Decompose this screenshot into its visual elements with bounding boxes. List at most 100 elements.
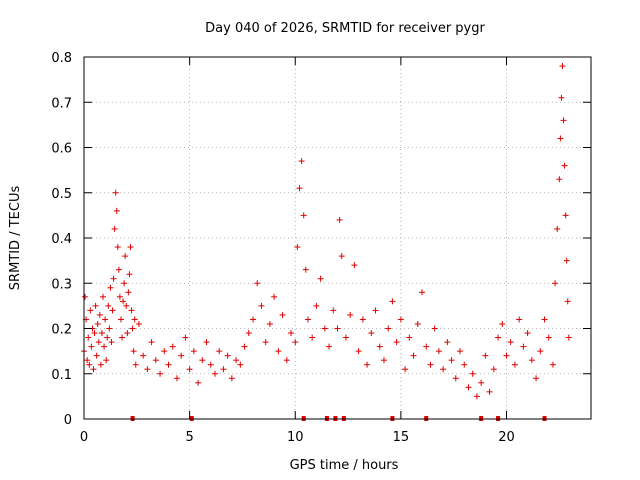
data-point xyxy=(123,302,130,309)
y-tick-label: 0.8 xyxy=(51,51,72,66)
data-point xyxy=(98,330,105,337)
x-tick-label: 15 xyxy=(393,430,410,445)
x-tick-label: 0 xyxy=(80,430,88,445)
ticks-layer xyxy=(83,56,591,420)
data-point xyxy=(203,339,210,346)
data-point xyxy=(444,339,451,346)
data-point xyxy=(169,343,176,350)
data-point xyxy=(107,284,114,291)
data-point xyxy=(389,298,396,305)
data-point xyxy=(440,366,447,373)
data-point xyxy=(469,370,476,377)
data-point xyxy=(524,330,531,337)
data-point xyxy=(355,348,362,355)
data-point xyxy=(565,334,572,341)
data-point xyxy=(554,225,561,232)
data-point xyxy=(258,302,265,309)
data-point xyxy=(182,334,189,341)
data-point xyxy=(557,135,564,142)
data-point xyxy=(94,320,101,327)
data-point xyxy=(126,271,133,278)
data-point xyxy=(144,366,151,373)
y-axis-label: SRMTID / TECUs xyxy=(8,186,23,291)
data-point xyxy=(533,375,540,382)
x-tick-label: 20 xyxy=(498,430,515,445)
data-point xyxy=(135,320,142,327)
data-point xyxy=(402,366,409,373)
data-point xyxy=(106,325,113,332)
data-point xyxy=(109,307,116,314)
data-point xyxy=(127,244,134,251)
data-point xyxy=(88,343,95,350)
data-point xyxy=(499,320,506,327)
data-point xyxy=(364,361,371,368)
data-point xyxy=(119,334,126,341)
data-point xyxy=(296,185,303,192)
data-point xyxy=(380,357,387,364)
data-point xyxy=(101,343,108,350)
data-point xyxy=(406,334,413,341)
data-point xyxy=(207,361,214,368)
data-point xyxy=(262,339,269,346)
data-point xyxy=(528,357,535,364)
data-point xyxy=(414,320,421,327)
y-tick-label: 0.3 xyxy=(51,277,72,292)
data-point xyxy=(161,348,168,355)
data-point xyxy=(100,293,107,300)
data-point xyxy=(435,348,442,355)
data-point xyxy=(245,330,252,337)
data-point xyxy=(91,330,98,337)
data-point xyxy=(279,311,286,318)
data-point xyxy=(563,257,570,264)
data-point xyxy=(549,361,556,368)
data-point xyxy=(120,298,127,305)
data-point xyxy=(283,357,290,364)
data-point xyxy=(96,311,103,318)
data-point xyxy=(545,334,552,341)
data-point xyxy=(368,330,375,337)
data-point xyxy=(173,375,180,382)
data-point xyxy=(520,343,527,350)
data-point xyxy=(294,244,301,251)
data-point xyxy=(393,339,400,346)
points-layer xyxy=(81,63,572,400)
data-point xyxy=(233,357,240,364)
data-point xyxy=(124,330,131,337)
data-point xyxy=(495,334,502,341)
data-point xyxy=(397,316,404,323)
data-point xyxy=(128,307,135,314)
data-point xyxy=(351,262,358,269)
data-point xyxy=(309,334,316,341)
tick-labels-layer: 0 0.1 0.2 0.3 0.4 0.5 0.6 0.7 0.8 0 5 10 15 20 xyxy=(51,51,514,445)
data-point xyxy=(152,357,159,364)
data-point xyxy=(423,343,430,350)
data-point xyxy=(552,280,559,287)
data-point xyxy=(562,212,569,219)
data-point xyxy=(95,339,102,346)
data-point xyxy=(342,334,349,341)
y-tick-label: 0.5 xyxy=(51,187,72,202)
data-point xyxy=(93,352,100,359)
data-point xyxy=(304,316,311,323)
data-point xyxy=(104,334,111,341)
x-axis-label: GPS time / hours xyxy=(290,458,399,473)
data-point xyxy=(288,330,295,337)
data-point xyxy=(112,189,119,196)
data-point xyxy=(275,348,282,355)
data-point xyxy=(321,325,328,332)
data-point xyxy=(103,357,110,364)
y-tick-label: 0.6 xyxy=(51,142,72,157)
y-tick-label: 0.1 xyxy=(51,368,72,383)
data-point xyxy=(461,361,468,368)
data-point xyxy=(113,207,120,214)
data-point xyxy=(114,244,121,251)
data-point xyxy=(559,63,566,70)
data-point xyxy=(195,379,202,386)
data-point xyxy=(148,339,155,346)
data-point xyxy=(473,393,480,400)
data-point xyxy=(85,334,92,341)
data-point xyxy=(266,320,273,327)
data-point xyxy=(92,302,99,309)
data-point xyxy=(178,352,185,359)
